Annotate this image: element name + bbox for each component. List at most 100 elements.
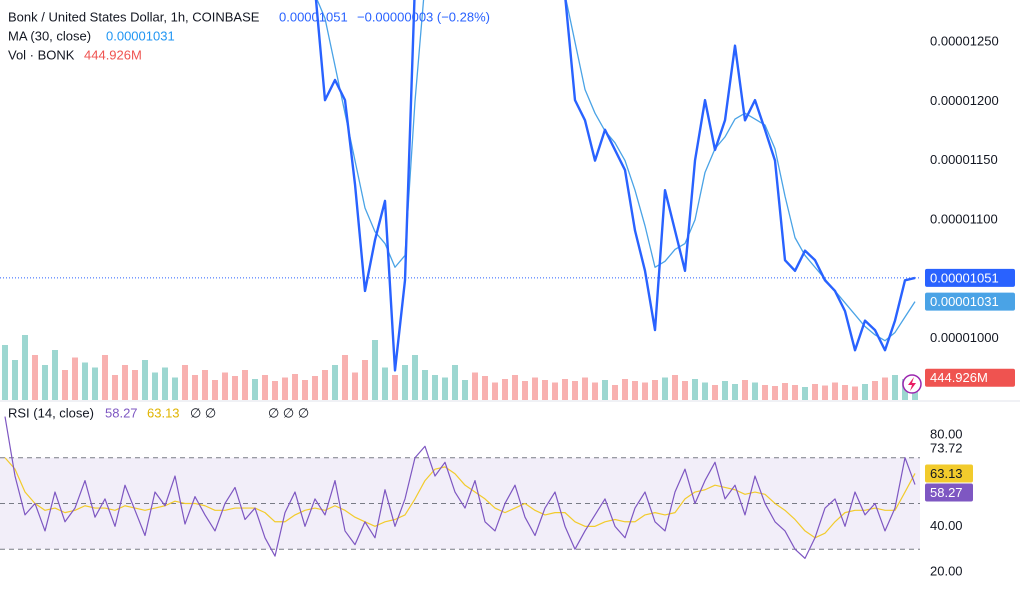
- volume-bar: [712, 385, 718, 400]
- rsi-ma-axis-label: 63.13: [930, 466, 963, 481]
- price-change: −0.00000003 (−0.28%): [357, 9, 490, 24]
- ma-name: MA (30, close): [8, 28, 91, 43]
- volume-bar: [92, 367, 98, 400]
- volume-bar: [462, 380, 468, 400]
- volume-bar: [682, 381, 688, 400]
- volume-bar: [632, 381, 638, 400]
- y-tick-label: 0.00001000: [930, 330, 999, 345]
- volume-bar: [152, 372, 158, 400]
- rsi-ma-box: [925, 464, 973, 483]
- y-tick-label: 0.00001200: [930, 93, 999, 108]
- y-tick-label: 0.00001250: [930, 34, 999, 49]
- volume-bar: [622, 379, 628, 400]
- volume-bar: [292, 374, 298, 400]
- y-tick-label: 0.00001100: [930, 211, 998, 226]
- volume-bar: [62, 370, 68, 400]
- volume-bar: [482, 376, 488, 400]
- volume-value: 444.926M: [84, 47, 142, 62]
- volume-bar: [602, 380, 608, 400]
- axes: 0.000010000.000010500.000011000.00001150…: [925, 34, 1015, 579]
- volume-bar: [542, 380, 548, 400]
- volume-bar: [442, 377, 448, 400]
- volume-bar: [242, 370, 248, 400]
- volume-bar: [272, 381, 278, 400]
- volume-bar: [842, 385, 848, 400]
- rsi-title: RSI (14, close): [8, 405, 94, 420]
- volume-bar: [862, 384, 868, 400]
- volume-bar: [262, 375, 268, 400]
- volume-bar: [572, 381, 578, 400]
- volume-bar: [312, 376, 318, 400]
- volume-bar: [852, 386, 858, 400]
- volume-bar: [382, 367, 388, 400]
- alert-icon: [902, 374, 922, 394]
- volume-bar: [522, 381, 528, 400]
- volume-bar: [82, 362, 88, 400]
- volume-bar: [42, 365, 48, 400]
- ma-value: 0.00001031: [106, 28, 175, 43]
- rsi-value: 58.27: [105, 405, 138, 420]
- volume-bar: [182, 365, 188, 400]
- volume-bar: [162, 367, 168, 400]
- rsi-line: [4, 416, 916, 559]
- volume-bar: [662, 377, 668, 400]
- volume-bar: [252, 379, 258, 400]
- volume-bar: [412, 355, 418, 400]
- rsi-box: [925, 483, 973, 502]
- last-price: 0.00001051: [279, 9, 348, 24]
- volume-bar: [532, 377, 538, 400]
- volume-name: Vol · BONK: [8, 47, 75, 62]
- volume-bar: [742, 380, 748, 400]
- volume-bar: [172, 377, 178, 400]
- volume-bar: [302, 380, 308, 400]
- ma-label: 0.00001031: [930, 294, 999, 309]
- volume-bar: [322, 370, 328, 400]
- volume-bar: [492, 382, 498, 400]
- last-price-box: [925, 268, 1015, 287]
- rsi-extra: ∅ ∅: [190, 405, 216, 420]
- volume-bar: [762, 385, 768, 400]
- volume-bar: [502, 379, 508, 400]
- volume-bar: [142, 360, 148, 400]
- legend: Bonk / United States Dollar, 1h, COINBAS…: [8, 9, 490, 420]
- volume-bar: [342, 355, 348, 400]
- volume-bar: [282, 377, 288, 400]
- volume-bar: [702, 382, 708, 400]
- volume-bar: [122, 365, 128, 400]
- volume-box: [925, 368, 1015, 387]
- volume-bar: [752, 382, 758, 400]
- price-pane: [0, 0, 920, 400]
- volume-bar: [12, 360, 18, 400]
- volume-bar: [352, 372, 358, 400]
- volume-bar: [582, 377, 588, 400]
- volume-bar: [472, 372, 478, 400]
- volume-bar: [872, 381, 878, 400]
- rsi-ma-line: [4, 457, 916, 539]
- volume-bar: [202, 370, 208, 400]
- volume-bar: [802, 387, 808, 400]
- rsi-tick-label: 20.00: [930, 564, 963, 579]
- volume-bar: [562, 379, 568, 400]
- rsi-tick-label: 40.00: [930, 518, 963, 533]
- rsi-axis-label: 58.27: [930, 485, 963, 500]
- volume-bar: [132, 370, 138, 400]
- y-tick-label: 0.00001150: [930, 152, 998, 167]
- volume-bar: [102, 355, 108, 400]
- volume-bar: [722, 381, 728, 400]
- volume-bar: [232, 376, 238, 400]
- volume-bar: [222, 372, 228, 400]
- volume-bar: [642, 382, 648, 400]
- volume-bar: [332, 365, 338, 400]
- rsi-tick-label: 80.00: [930, 426, 963, 441]
- volume-bar: [452, 365, 458, 400]
- rsi-ma-value: 63.13: [147, 405, 180, 420]
- rsi-tick-label: 73.72: [930, 441, 963, 456]
- volume-label: 444.926M: [930, 370, 988, 385]
- volume-bar: [22, 335, 28, 400]
- volume-bar: [432, 375, 438, 400]
- volume-bar: [2, 345, 8, 400]
- last-price-label: 0.00001051: [930, 270, 999, 285]
- volume-bar: [832, 382, 838, 400]
